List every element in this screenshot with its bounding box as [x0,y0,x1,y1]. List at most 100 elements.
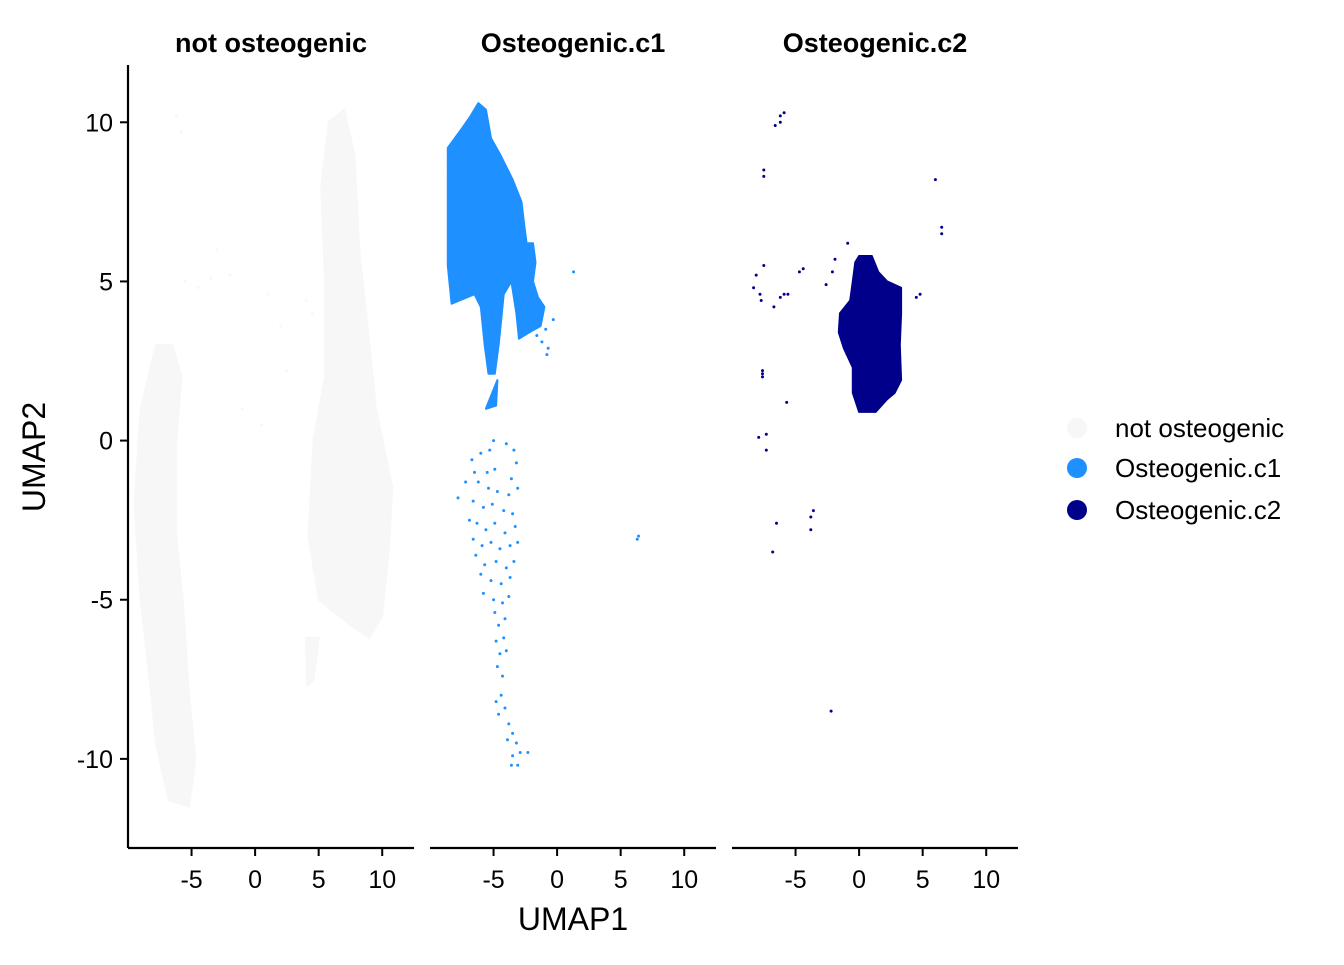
data-point [475,521,479,525]
data-point [456,496,460,500]
data-point [310,311,314,315]
data-point [479,451,483,455]
data-point [762,168,766,172]
data-point [499,582,503,586]
data-point [266,292,270,296]
data-point [481,505,485,509]
data-point [492,439,496,443]
x-tick-label: -5 [180,866,202,894]
data-point [758,292,762,296]
data-point [778,114,782,118]
data-point [501,601,504,605]
data-point [501,674,504,678]
legend-label: Osteogenic.c1 [1115,453,1281,483]
data-point [940,232,944,236]
data-point [797,270,801,274]
data-point [467,518,471,522]
point-cloud [305,636,320,687]
data-point [829,709,833,713]
data-point [809,528,813,532]
data-point [507,722,511,726]
data-point [504,566,508,570]
x-axis-title: UMAP1 [518,901,628,937]
data-point [811,509,815,513]
data-point [497,712,501,716]
data-point [179,130,183,134]
y-tick-label: 10 [85,109,113,137]
data-point [490,502,494,506]
data-point [487,486,490,490]
x-tick-label: 0 [852,866,866,894]
data-point [228,273,232,277]
data-point [544,327,548,331]
data-point [545,353,549,357]
facet-title: Osteogenic.c2 [783,28,968,58]
data-point [508,544,512,548]
data-point [196,286,200,290]
data-point [513,525,517,528]
data-point [499,693,503,697]
data-point [786,292,790,296]
data-point [846,241,850,245]
data-point [773,124,777,127]
data-point [762,264,766,267]
data-point [757,435,761,439]
data-point [504,649,508,653]
data-point [782,292,786,296]
data-point [485,470,489,474]
data-point [493,521,497,525]
legend-swatch [1067,418,1087,438]
data-point [304,299,308,302]
data-point [933,178,937,182]
data-point [764,432,768,436]
data-point [752,286,756,290]
data-point [759,299,763,302]
data-point [502,636,506,640]
data-point [546,346,550,350]
data-point [761,375,764,379]
data-point [502,509,506,513]
y-tick-label: 0 [99,428,113,456]
data-point [240,407,244,411]
data-point [495,490,499,493]
data-point [637,534,640,538]
legend-swatch [1067,500,1087,520]
data-point [514,741,518,745]
data-point [833,257,837,261]
data-point [474,553,478,557]
data-point [508,576,512,579]
data-point [479,572,483,576]
x-tick-label: 10 [972,866,1000,894]
point-cloud [133,344,197,808]
data-point [473,470,476,474]
data-point [503,531,507,535]
data-point [551,318,555,322]
y-tick-label: -10 [77,746,113,774]
data-point [511,754,515,758]
data-point [471,537,475,541]
data-point [782,111,786,115]
data-point [511,731,515,735]
data-point [761,372,764,376]
x-tick-label: -5 [482,866,504,894]
data-point [535,334,539,337]
data-point [940,225,944,229]
data-point [497,623,501,627]
data-point [518,751,522,754]
data-point [488,448,492,452]
data-point [572,270,576,274]
data-point [764,448,768,452]
legend-label: not osteogenic [1115,413,1284,443]
data-point [483,563,487,567]
data-point [183,279,187,283]
data-point [481,591,485,595]
x-tick-label: 0 [248,866,262,894]
data-point [830,270,834,274]
y-axis-title: UMAP2 [16,402,52,512]
facet-title: not osteogenic [175,28,367,58]
data-point [754,273,758,277]
data-point [493,467,497,471]
legend-label: Osteogenic.c2 [1115,495,1281,525]
